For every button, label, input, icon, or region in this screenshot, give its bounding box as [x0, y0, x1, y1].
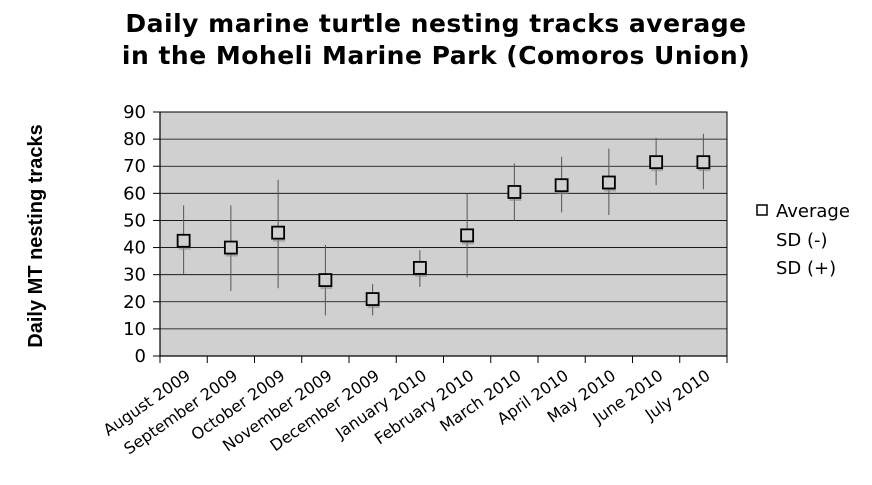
average-marker-4	[365, 292, 380, 306]
y-tick-label-5: 50	[123, 210, 146, 231]
y-tick-label-9: 90	[123, 102, 146, 123]
average-marker-3	[318, 273, 333, 287]
y-tick-label-7: 70	[123, 156, 146, 177]
y-tick-label-1: 10	[123, 319, 146, 340]
y-tick-label-2: 20	[123, 292, 146, 313]
average-marker-9	[601, 175, 616, 190]
y-tick-label-0: 0	[135, 346, 146, 367]
legend-label-2: SD (+)	[776, 258, 836, 279]
chart-title: Daily marine turtle nesting tracks avera…	[0, 8, 872, 72]
average-marker-1	[223, 240, 238, 255]
average-marker-5	[412, 260, 427, 275]
y-tick-label-8: 80	[123, 129, 146, 150]
legend-label-0: Average	[776, 201, 850, 222]
average-marker-0	[176, 233, 191, 248]
legend-label-1: SD (-)	[776, 230, 828, 251]
y-tick-label-4: 40	[123, 238, 146, 259]
legend-average-marker	[756, 204, 768, 216]
average-marker-8	[554, 178, 569, 193]
y-tick-label-6: 60	[123, 183, 146, 204]
chart-title-line-2: in the Moheli Marine Park (Comoros Union…	[121, 41, 751, 70]
legend: Average SD (-) SD (+)	[756, 201, 850, 279]
average-marker-11	[696, 155, 711, 170]
average-marker-10	[649, 155, 664, 170]
y-axis-label: Daily MT nesting tracks	[25, 124, 47, 347]
average-marker-6	[460, 228, 475, 243]
y-tick-label-3: 30	[123, 265, 146, 286]
average-marker-2	[271, 225, 286, 240]
plot-background	[159, 111, 728, 357]
average-marker-7	[507, 185, 522, 199]
chart-title-line-1: Daily marine turtle nesting tracks avera…	[125, 9, 747, 38]
